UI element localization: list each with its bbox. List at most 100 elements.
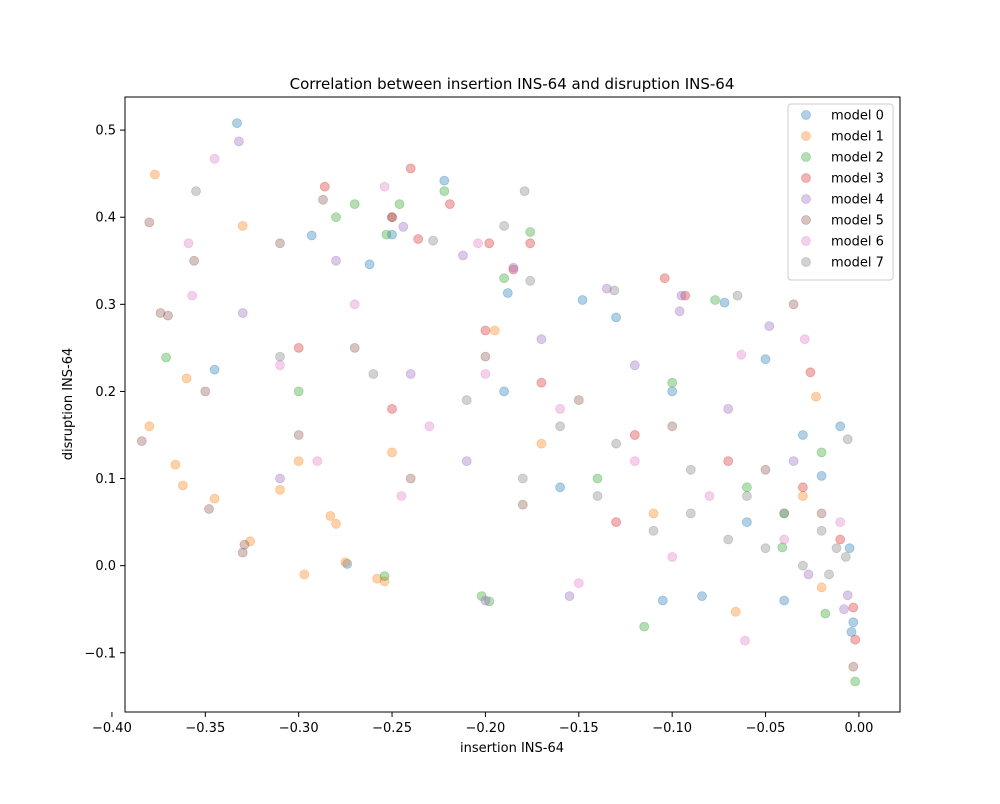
y-tick-label: 0.2 [95, 385, 116, 400]
data-point [187, 290, 198, 301]
legend-label: model 7 [831, 256, 884, 271]
x-tick-label: −0.25 [372, 721, 412, 736]
data-point [387, 229, 397, 240]
x-axis-ticks: −0.40 −0.35 −0.30 −0.25 −0.20 −0.15 −0.10 −0.05… [92, 712, 873, 736]
data-point [555, 482, 565, 493]
data-point [742, 482, 752, 493]
data-point [798, 482, 808, 493]
data-point [499, 386, 510, 397]
data-point [573, 395, 584, 406]
data-point [850, 676, 861, 687]
x-tick-label: −0.05 [746, 721, 786, 736]
legend-box [787, 103, 894, 281]
data-point [820, 608, 831, 619]
series-model-7 [191, 186, 853, 580]
data-point [730, 606, 741, 617]
legend-marker [801, 236, 811, 246]
y-tick-label: −0.1 [84, 646, 116, 661]
data-point [331, 212, 341, 223]
data-point [648, 508, 659, 519]
legend-label: model 1 [831, 130, 884, 145]
data-point [461, 395, 472, 406]
data-point [405, 163, 416, 174]
data-point [484, 596, 495, 607]
data-point [629, 360, 640, 371]
plot-frame [124, 96, 901, 713]
data-point [816, 525, 827, 536]
data-point [736, 349, 747, 360]
data-point [237, 547, 248, 558]
legend-marker [801, 257, 811, 267]
data-point [480, 595, 491, 606]
data-point [760, 354, 771, 365]
data-point [177, 480, 188, 491]
data-point [842, 590, 853, 601]
x-tick-label: −0.20 [465, 721, 505, 736]
data-point [848, 602, 859, 613]
data-point [685, 464, 696, 475]
data-point [676, 290, 687, 301]
data-point [396, 491, 407, 501]
data-point [209, 153, 220, 164]
data-point [592, 491, 603, 501]
data-point [519, 186, 530, 197]
data-point [667, 386, 678, 397]
data-point [639, 621, 650, 632]
data-point [844, 543, 855, 554]
data-point [200, 386, 211, 397]
data-point [779, 534, 790, 545]
data-point [611, 312, 621, 323]
data-point [824, 569, 834, 580]
data-point [525, 238, 536, 249]
x-tick-label: 0.00 [844, 721, 873, 736]
data-point [170, 459, 181, 470]
data-point [629, 456, 640, 467]
data-point [387, 212, 397, 223]
data-point [508, 262, 519, 273]
data-point [484, 238, 495, 249]
data-point [764, 321, 775, 332]
data-point [842, 434, 853, 445]
data-point [331, 518, 341, 529]
data-point [325, 511, 336, 521]
legend-marker [801, 194, 811, 204]
data-point [848, 661, 859, 672]
data-point [349, 299, 360, 310]
data-point [275, 360, 285, 371]
y-tick-label: 0.3 [95, 298, 116, 313]
data-point [831, 543, 842, 554]
data-point [667, 421, 678, 432]
data-point [181, 373, 192, 384]
data-point [499, 220, 510, 231]
data-point [232, 118, 242, 128]
series-model-4 [233, 136, 853, 615]
data-point [458, 250, 468, 261]
data-point [798, 560, 808, 571]
points-layer [136, 118, 861, 687]
data-point [149, 169, 160, 180]
y-axis-ticks: −0.1 0.0 0.1 0.2 0.3 0.4 0.5 [84, 124, 125, 661]
data-point [439, 186, 450, 197]
data-point [293, 456, 304, 467]
data-point [835, 534, 846, 545]
y-tick-label: 0.0 [95, 559, 116, 574]
data-point [398, 221, 409, 232]
data-point [318, 194, 328, 205]
data-point [805, 367, 816, 378]
data-point [405, 369, 416, 379]
data-point [798, 430, 808, 440]
data-point [525, 227, 536, 237]
data-point [499, 273, 510, 284]
data-point [835, 517, 846, 527]
data-point [293, 342, 304, 353]
legend-marker [801, 152, 811, 162]
data-point [517, 499, 528, 510]
data-point [760, 543, 771, 554]
data-point [659, 273, 670, 284]
data-point [611, 438, 621, 449]
data-point [719, 297, 730, 308]
data-point [275, 238, 285, 249]
data-point [508, 264, 519, 275]
